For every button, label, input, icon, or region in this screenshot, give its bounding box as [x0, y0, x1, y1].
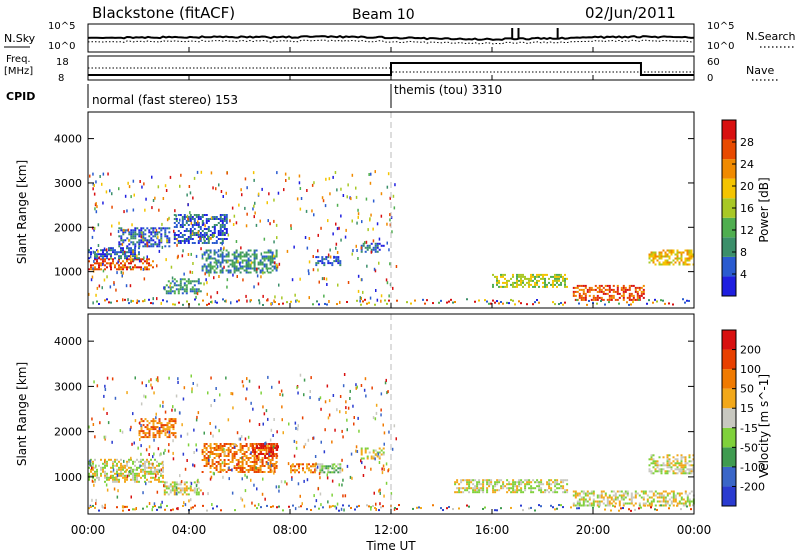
- x-tick-label: 16:00: [475, 523, 510, 537]
- x-tick-label: 00:00: [71, 523, 106, 537]
- y-tick-label: 4000: [54, 133, 82, 146]
- freq-tick-top: 18: [56, 57, 69, 68]
- power-colorbar: 28 24 20 16 12 8 4: [721, 119, 754, 297]
- noise-left-label: N.Sky: [4, 32, 36, 45]
- noise-right-tick-bottom: 10^0: [707, 41, 734, 52]
- scatter-region-power-10: [648, 249, 695, 266]
- colorbar-tick-label: 16: [740, 202, 754, 215]
- scatter-region-power-6: [315, 256, 342, 267]
- nave-line: [88, 67, 694, 73]
- scatter-region-power-2: [118, 227, 171, 248]
- colorbar-tick-label: 20: [740, 180, 754, 193]
- x-tick-label: 20:00: [576, 523, 611, 537]
- velocity-scatter: [88, 373, 694, 512]
- scatter-region-power-0: [88, 258, 154, 271]
- velocity-colorbar-label: Velocity [m s^-1]: [757, 374, 771, 478]
- noise-tick-top: 10^5: [48, 21, 75, 32]
- y-tick-label: 3000: [54, 177, 82, 190]
- scatter-region-velocity-12: [138, 418, 177, 439]
- power-ylabel: Slant Range [km]: [15, 160, 29, 264]
- y-tick-label: 2000: [54, 426, 82, 439]
- x-tick-label: 12:00: [374, 523, 409, 537]
- nave-tick-bottom: 0: [707, 73, 713, 84]
- scatter-region-velocity-14: [252, 443, 279, 459]
- y-tick-label: 4000: [54, 335, 82, 348]
- date-title: 02/Jun/2011: [585, 4, 676, 22]
- cpid-mode-1: normal (fast stereo) 153: [92, 93, 238, 107]
- scatter-region-velocity-21: [648, 454, 695, 475]
- scatter-region-power-9: [572, 284, 645, 301]
- power-data: [88, 214, 695, 301]
- power-y-ticks: 1000 2000 3000 4000: [54, 133, 694, 279]
- x-tick-label: 04:00: [172, 523, 207, 537]
- colorbar-tick-label: 100: [740, 363, 761, 376]
- noise-right-label: N.Search: [746, 30, 796, 43]
- y-tick-label: 1000: [54, 266, 82, 279]
- scatter-region-power-3: [173, 214, 228, 244]
- freq-label-2: [MHz]: [4, 66, 33, 77]
- velocity-ylabel: Slant Range [km]: [15, 362, 29, 466]
- freq-tick-bottom: 8: [58, 73, 64, 84]
- cpid-mode-2: themis (tou) 3310: [394, 83, 502, 97]
- power-scatter: [88, 170, 690, 306]
- x-axis-label: Time UT: [365, 539, 416, 553]
- noise-sky-line: [87, 35, 695, 41]
- x-axis-ticks: 00:00 04:00 08:00 12:00 16:00 20:00 00:00: [71, 47, 712, 537]
- colorbar-tick-label: 4: [740, 268, 747, 281]
- colorbar-tick-label: -50: [740, 441, 758, 454]
- power-panel-frame: [87, 111, 695, 309]
- scatter-region-power-4: [201, 249, 278, 274]
- scatter-region-velocity-19: [454, 479, 569, 494]
- colorbar-tick-label: -100: [740, 461, 765, 474]
- scatter-region-power-7: [360, 242, 385, 253]
- nave-tick-top: 60: [707, 57, 720, 68]
- colorbar-tick-label: 200: [740, 344, 761, 357]
- y-tick-label: 3000: [54, 380, 82, 393]
- freq-line: [88, 62, 694, 76]
- colorbar-tick-label: -15: [740, 422, 758, 435]
- y-tick-label: 2000: [54, 221, 82, 234]
- noise-search-line: [87, 39, 695, 45]
- colorbar-tick-label: -200: [740, 480, 765, 493]
- velocity-colorbar: 200 100 50 15 -15 -50 -100 -200: [721, 329, 765, 507]
- scatter-region-velocity-18: [163, 481, 202, 496]
- velocity-y-ticks: 1000 2000 3000 4000: [54, 335, 694, 484]
- noise-spikes: [511, 28, 559, 38]
- noise-tick-bottom: 10^0: [48, 41, 75, 52]
- freq-label-1: Freq.: [6, 54, 31, 65]
- colorbar-tick-label: 28: [740, 136, 754, 149]
- noise-right-tick-top: 10^5: [707, 21, 734, 32]
- colorbar-tick-label: 12: [740, 224, 754, 237]
- x-tick-label: 08:00: [273, 523, 308, 537]
- scatter-region-velocity-16: [315, 463, 342, 474]
- scatter-region-velocity-15: [290, 463, 316, 474]
- velocity-data: [88, 418, 695, 507]
- colorbar-tick-label: 15: [740, 402, 754, 415]
- scatter-region-velocity-17: [360, 447, 385, 460]
- colorbar-tick-label: 50: [740, 383, 754, 396]
- colorbar-tick-label: 24: [740, 158, 754, 171]
- nave-label: Nave: [746, 64, 774, 77]
- x-tick-label: 00:00: [677, 523, 712, 537]
- y-tick-label: 1000: [54, 471, 82, 484]
- station-title: Blackstone (fitACF): [92, 4, 235, 22]
- scatter-region-velocity-20: [572, 490, 695, 507]
- beam-title: Beam 10: [352, 7, 415, 23]
- cpid-label: CPID: [6, 90, 35, 103]
- colorbar-tick-label: 8: [740, 246, 747, 259]
- scatter-region-power-8: [492, 273, 568, 288]
- power-colorbar-label: Power [dB]: [757, 177, 771, 242]
